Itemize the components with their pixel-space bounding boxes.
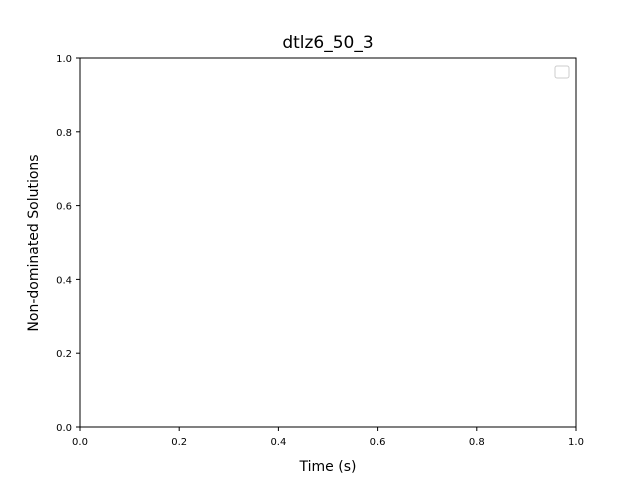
- x-tick-label: 0.8: [469, 437, 485, 448]
- legend-box: [554, 65, 570, 79]
- chart-title: dtlz6_50_3: [282, 33, 373, 53]
- axes-frame: [79, 57, 577, 428]
- x-axis-label: Time (s): [299, 459, 357, 475]
- x-tick-label: 0.0: [72, 437, 88, 448]
- y-tick-label: 0.0: [56, 423, 72, 434]
- y-tick-label: 0.4: [56, 275, 72, 286]
- x-axis-ticks: 0.0 0.2 0.4 0.6 0.8 1.0: [72, 427, 584, 448]
- y-tick-label: 0.2: [56, 349, 72, 360]
- x-tick-label: 0.4: [270, 437, 286, 448]
- y-axis-label: Non-dominated Solutions: [26, 154, 42, 331]
- x-tick-label: 1.0: [568, 437, 584, 448]
- plot-area: 0.0 0.2 0.4 0.6 0.8 1.0 0.0 0.2 0.4 0.6 0.8 1.0: [56, 54, 584, 448]
- x-tick-label: 0.2: [171, 437, 187, 448]
- x-tick-label: 0.6: [370, 437, 386, 448]
- y-tick-label: 0.6: [56, 202, 72, 213]
- y-tick-label: 1.0: [56, 54, 72, 65]
- y-axis-ticks: 0.0 0.2 0.4 0.6 0.8 1.0: [56, 54, 80, 434]
- y-tick-label: 0.8: [56, 128, 72, 139]
